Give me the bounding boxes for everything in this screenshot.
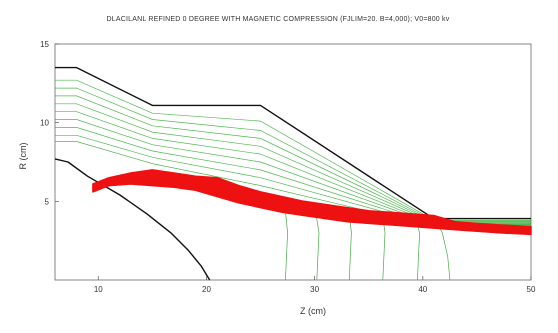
- beam-envelope: [92, 169, 532, 236]
- x-tick-label-40: 40: [418, 285, 427, 294]
- x-tick-label-30: 30: [310, 285, 319, 294]
- plot-area: 10 20 30 40 50 5 10 15: [40, 40, 536, 294]
- equipotential-line-1: [285, 210, 288, 281]
- y-tick-label-15: 15: [40, 40, 49, 49]
- equipotential-line-4: [382, 217, 386, 281]
- x-tick-label-10: 10: [94, 285, 103, 294]
- y-tick-label-5: 5: [45, 197, 50, 206]
- equipotential-line-3: [348, 213, 352, 281]
- y-axis-label: R (cm): [18, 143, 28, 170]
- equipotential-line-5: [415, 220, 420, 281]
- chart-title: DLACILANL REFINED 0 DEGREE WITH MAGNETIC…: [107, 16, 450, 23]
- x-tick-label-20: 20: [202, 285, 211, 294]
- plot-frame: [54, 43, 532, 281]
- cathode-boundary: [54, 158, 211, 281]
- y-tick-label-10: 10: [40, 119, 49, 128]
- x-tick-label-50: 50: [527, 285, 536, 294]
- outer-electrode-boundary: [55, 66, 531, 220]
- x-axis-label: Z (cm): [300, 306, 326, 316]
- equipotential-line-2: [315, 212, 320, 281]
